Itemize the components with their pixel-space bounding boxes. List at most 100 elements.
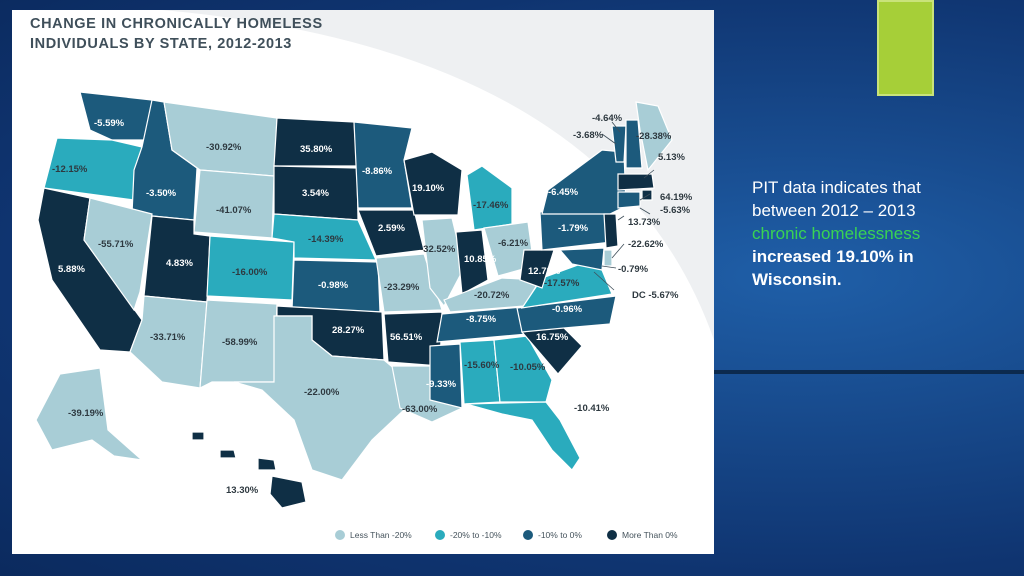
label-ne: -14.39% [308,234,344,245]
label-nm: -58.99% [222,337,258,348]
legend-swatch-less-than-20 [335,530,345,540]
label-id: -3.50% [146,188,177,199]
state-mn[interactable] [353,121,413,209]
legend-label-10-to-0: -10% to 0% [538,530,582,540]
state-nd[interactable] [273,117,358,167]
state-nh[interactable] [625,119,643,169]
label-va: -17.57% [544,278,580,289]
label-mt: -30.92% [206,142,242,153]
legend-swatch-more-than-0 [607,530,617,540]
label-ms: -9.33% [426,379,457,390]
label-nv: -55.71% [98,239,134,250]
label-mi: -17.46% [473,200,509,211]
label-al: -15.60% [464,360,500,371]
label-ky: -20.72% [474,290,510,301]
label-sc: 16.75% [536,332,569,343]
state-ne[interactable] [271,213,377,261]
state-ct[interactable] [617,191,641,209]
state-ma[interactable] [617,173,655,191]
label-md: -0.79% [618,264,649,275]
state-ia[interactable] [357,209,425,257]
state-wy[interactable] [193,169,275,239]
label-ar: 56.51% [390,332,423,343]
decorative-stripe [714,370,1024,374]
label-nj: 13.73% [628,217,661,228]
legend-swatch-10-to-0 [523,530,533,540]
state-labels: -5.59% -12.15% 5.88% -3.50% -55.71% -30.… [52,113,693,496]
label-hi: 13.30% [226,485,259,496]
state-hi-maui[interactable] [257,457,277,471]
state-ak[interactable] [35,367,144,461]
state-ny[interactable] [541,149,627,215]
accent-bar [877,0,934,96]
label-vt: -3.68% [573,130,604,141]
background-arc [162,10,714,340]
hawaii-islands [191,431,307,509]
label-me: -28.38% [636,131,672,142]
label-ga: -10.05% [510,362,546,373]
label-nd: 35.80% [300,144,333,155]
map-title: CHANGE IN CHRONICALLY HOMELESS INDIVIDUA… [30,14,323,54]
state-ms[interactable] [429,343,463,409]
state-tx[interactable] [233,315,405,481]
state-de[interactable] [603,249,613,267]
label-or: -12.15% [52,164,88,175]
state-fl[interactable] [465,401,581,471]
label-tx: -22.00% [304,387,340,398]
state-ri[interactable] [641,189,653,201]
state-mi[interactable] [466,165,513,231]
label-pa: -1.79% [558,223,589,234]
label-ok: 28.27% [332,325,365,336]
state-wi[interactable] [403,151,463,216]
label-dc: DC -5.67% [632,290,679,301]
state-hi-kauai[interactable] [191,431,205,441]
legend-label-20-to-10: -20% to -10% [450,530,502,540]
label-de: -22.62% [628,239,664,250]
label-ct: -5.63% [660,205,691,216]
label-ak: -39.19% [68,408,104,419]
label-wa: -5.59% [94,118,125,129]
caption-line2: between 2012 – 2013 [752,201,916,220]
label-ma: 5.13% [658,152,685,163]
label-ri: 64.19% [660,192,693,203]
state-wa[interactable] [79,91,158,141]
state-al[interactable] [459,339,501,405]
map-title-line2: INDIVIDUALS BY STATE, 2012-2013 [30,36,292,52]
label-la: -63.00% [402,404,438,415]
state-vt[interactable] [611,125,627,163]
label-wv: 12.72% [528,266,561,277]
caption-line1: PIT data indicates that [752,178,921,197]
label-nh: -4.64% [592,113,623,124]
state-md[interactable] [558,247,605,271]
state-ga[interactable] [493,335,553,403]
caption-highlight: chronic homelessness [752,224,921,243]
state-il[interactable] [421,217,465,308]
label-tn: -8.75% [466,314,497,325]
caption-bold-line1: increased 19.10% in [752,247,914,266]
label-ks: -0.98% [318,280,349,291]
state-nv[interactable] [83,197,153,312]
state-nj[interactable] [603,213,619,249]
label-mo: -23.29% [384,282,420,293]
caption-bold-line2: Wisconsin. [752,270,842,289]
label-mn: -8.86% [362,166,393,177]
label-ny: -6.45% [548,187,579,198]
map-title-line1: CHANGE IN CHRONICALLY HOMELESS [30,16,323,32]
legend-label-less-than-20: Less Than -20% [350,530,412,540]
legend-swatch-20-to-10 [435,530,445,540]
state-me[interactable] [635,101,673,172]
state-hi-oahu[interactable] [219,449,237,459]
label-ca: 5.88% [58,264,85,275]
label-wi: 19.10% [412,183,445,194]
leader-lines [593,121,655,291]
label-ut: 4.83% [166,258,193,269]
state-hi[interactable] [269,475,307,509]
label-nc: -0.96% [552,304,583,315]
legend: Less Than -20% -20% to -10% -10% to 0% M… [335,530,678,540]
us-map: -5.59% -12.15% 5.88% -3.50% -55.71% -30.… [35,10,714,540]
state-mo[interactable] [375,253,443,313]
label-oh: -6.21% [498,238,529,249]
label-sd: 3.54% [302,188,329,199]
state-in[interactable] [455,229,489,295]
caption: PIT data indicates that between 2012 – 2… [752,176,1002,291]
